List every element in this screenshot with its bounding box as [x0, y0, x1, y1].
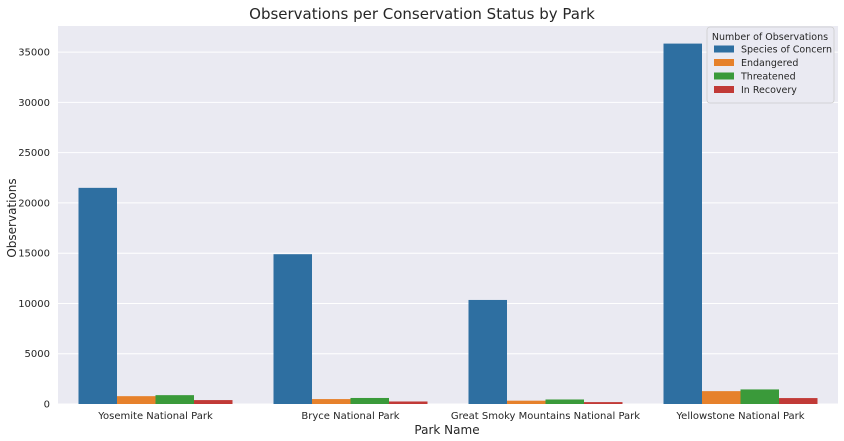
y-tick-label: 30000 [18, 98, 50, 109]
bar [740, 389, 779, 404]
legend-swatch [714, 86, 734, 93]
y-tick-label: 20000 [18, 198, 50, 209]
legend-label: Threatened [740, 72, 796, 83]
bar [545, 399, 584, 404]
y-ticks: 0 5000 10000 15000 20000 25000 30000 35000 [18, 48, 50, 411]
bar [663, 43, 702, 405]
legend-label: Endangered [741, 58, 798, 69]
bar [389, 401, 428, 404]
x-tick-label: Yosemite National Park [97, 411, 213, 422]
legend-label: Species of Concern [741, 45, 832, 56]
legend-items: Species of Concern Endangered Threatened In… [714, 45, 832, 96]
x-tick-label: Bryce National Park [301, 411, 399, 422]
x-tick-label: Yellowstone National Park [675, 411, 804, 422]
bar [584, 402, 623, 404]
legend: Number of Observations Species of Concer… [706, 26, 835, 104]
legend-swatch [714, 59, 734, 66]
y-tick-label: 25000 [18, 148, 50, 159]
bar [117, 396, 156, 404]
x-axis-label: Park Name [414, 423, 479, 437]
bar [507, 400, 546, 404]
bar [194, 400, 233, 404]
legend-frame [706, 26, 835, 104]
y-axis-label: Observations [5, 178, 19, 257]
x-tick-label: Great Smoky Mountains National Park [451, 411, 640, 422]
legend-swatch [714, 45, 734, 53]
bar [350, 397, 389, 404]
bar [468, 299, 507, 404]
y-tick-label: 15000 [18, 249, 50, 260]
y-tick-label: 10000 [18, 299, 50, 310]
bar [155, 395, 194, 404]
x-ticks: Yosemite National Park Bryce National Par… [97, 411, 805, 422]
y-tick-label: 0 [44, 400, 50, 411]
bars [78, 43, 818, 405]
chart-title: Observations per Conservation Status by … [249, 5, 595, 23]
bar [779, 398, 818, 404]
legend-label: In Recovery [741, 85, 797, 96]
y-tick-label: 5000 [25, 349, 50, 360]
bar [312, 399, 351, 404]
legend-swatch [714, 72, 734, 80]
bar [702, 391, 741, 404]
y-tick-label: 35000 [18, 48, 50, 59]
bar [273, 254, 312, 404]
legend-title: Number of Observations [712, 32, 828, 43]
bar [78, 187, 117, 404]
